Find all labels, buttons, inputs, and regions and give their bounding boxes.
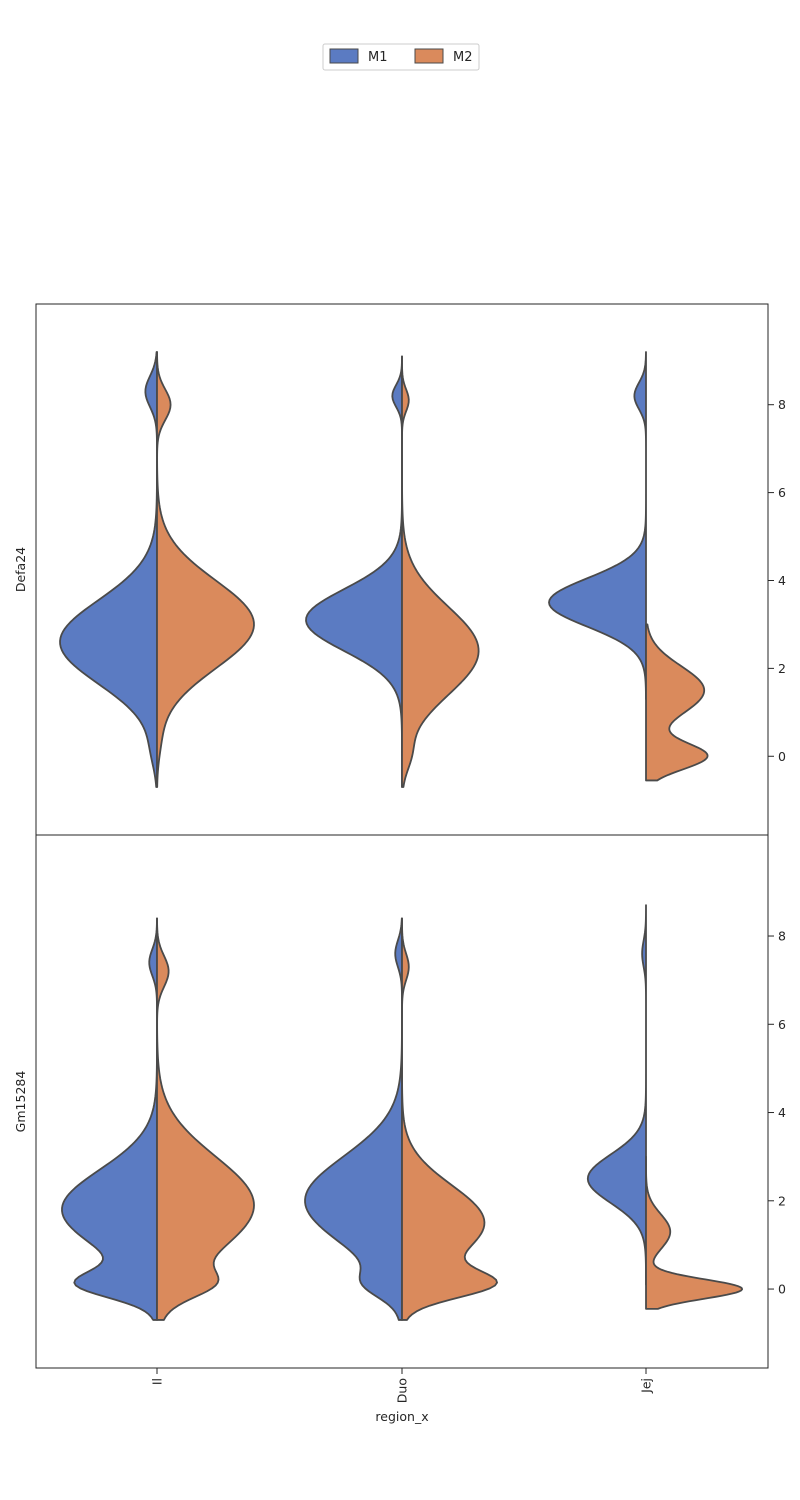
violin-gm15284-jej-m2 [645, 1155, 744, 1310]
y-tick-label: 0 [778, 749, 786, 764]
x-axis-label: region_x [375, 1409, 428, 1424]
y-tick-label: 2 [778, 661, 786, 676]
x-tick-label-il: Il [150, 1378, 165, 1385]
x-tick-label-jej: Jej [639, 1378, 654, 1394]
panel-defa24: Defa24 0 2 4 6 8 [13, 303, 786, 836]
chart-panels: Defa24 0 2 4 6 8 Gm15284 0 2 4 6 8 [13, 303, 786, 1369]
y-tick-label: 8 [778, 929, 786, 944]
x-axis: Il Duo Jej region_x [150, 1368, 654, 1424]
violin-defa24-jej-m2 [645, 623, 709, 782]
violin-gm15284-duo-m2 [401, 917, 498, 1321]
violin-gm15284-jej-m1 [586, 904, 647, 1286]
legend: M1 M2 [322, 43, 480, 71]
y-axis-label-defa24: Defa24 [13, 547, 28, 592]
panel-gm15284: Gm15284 0 2 4 6 8 [13, 834, 786, 1369]
violin-gm15284-il-m2 [156, 917, 255, 1321]
violin-defa24-il-m2 [156, 351, 255, 788]
legend-swatch-m1 [329, 48, 359, 64]
violin-gm15284-il-m1 [61, 917, 158, 1321]
y-tick-label: 6 [778, 485, 786, 500]
violin-defa24-duo-m2 [401, 355, 480, 788]
y-tick-label: 2 [778, 1193, 786, 1208]
violin-gm15284-duo-m1 [304, 917, 403, 1321]
y-tick-label: 4 [778, 1105, 786, 1120]
x-tick-label-duo: Duo [395, 1378, 410, 1403]
y-tick-label: 6 [778, 1017, 786, 1032]
violin-defa24-jej-m1 [548, 351, 647, 701]
violin-defa24-il-m1 [59, 351, 158, 788]
legend-label-m1: M1 [368, 50, 388, 65]
legend-swatch-m2 [414, 48, 444, 64]
y-tick-label: 8 [778, 397, 786, 412]
y-tick-label: 0 [778, 1282, 786, 1297]
legend-label-m2: M2 [453, 50, 473, 65]
y-axis-label-gm15284: Gm15284 [13, 1071, 28, 1133]
violin-defa24-duo-m1 [305, 355, 403, 788]
y-tick-label: 4 [778, 573, 786, 588]
